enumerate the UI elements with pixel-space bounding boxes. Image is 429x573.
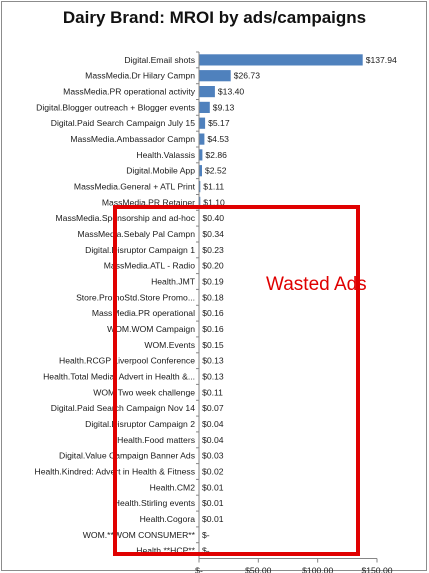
data-label: $0.13 [202,372,224,382]
data-label: $0.23 [202,245,224,255]
data-label: $0.02 [202,467,224,477]
category-label: Digital.Paid Search Campaign Nov 14 [51,403,195,413]
category-label: MassMedia.ATL - Radio [104,261,195,271]
data-label: $0.20 [202,261,224,271]
data-label: $0.04 [202,435,224,445]
data-label: $26.73 [234,71,261,81]
category-label: MassMedia.Sponsorship and ad-hoc [56,213,196,223]
category-label: WOM.Events [144,340,195,350]
category-label: MassMedia.Ambassador Campn [70,134,195,144]
data-label: $2.86 [205,150,227,160]
category-label: Health.Food matters [117,435,195,445]
category-label: Health.**HCP** [136,546,195,556]
data-label: $0.01 [202,514,224,524]
data-label: $0.40 [203,213,225,223]
bar [199,196,201,208]
category-label: Health.Cogora [140,514,196,524]
data-label: $0.01 [202,482,224,492]
data-label: $0.34 [202,229,224,239]
category-label: MassMedia.PR Retainer [102,197,195,207]
category-label: MassMedia.Dr Hilary Campn [85,71,195,81]
bar [199,133,205,145]
data-label: $9.13 [213,102,235,112]
category-label: Health.Stirling events [114,498,195,508]
category-label: MassMedia.Sebaly Pal Campn [77,229,195,239]
category-label: Digital.Email shots [124,55,195,65]
category-label: Health.Total Media: Advert in Health &..… [43,372,195,382]
x-tick-label: $150.00 [361,566,392,573]
data-label: $0.16 [202,324,224,334]
bar [199,165,202,177]
category-label: Digital.Paid Search Campaign July 15 [51,118,195,128]
data-label: $0.01 [202,498,224,508]
category-label: Health.RCGP Liverpool Conference [59,356,195,366]
category-label: Digital.Value Campaign Banner Ads [59,451,195,461]
category-label: MassMedia.PR operational [92,308,195,318]
category-label: Digital.Blogger outreach + Blogger event… [36,102,195,112]
data-label: $0.16 [202,308,224,318]
annotation-text: Wasted Ads [266,274,367,295]
annotation-box [113,205,360,556]
category-label: Store.PromoStd.Store Promo... [76,292,195,302]
data-label: $137.94 [366,55,397,65]
category-label: Digital.Disruptor Campaign 1 [85,245,195,255]
category-label: WOM.WOM Campaign [107,324,195,334]
category-label: WOM.**WOM CONSUMER** [83,530,196,540]
bar [199,181,201,193]
x-tick-label: $100.00 [302,566,333,573]
data-label: $0.15 [202,340,224,350]
x-tick-label: $- [195,566,203,573]
data-label: $4.53 [207,134,229,144]
category-label: Digital.Disruptor Campaign 2 [85,419,195,429]
data-label: $0.03 [202,451,224,461]
x-tick-label: $50.00 [245,566,272,573]
chart-title: Dairy Brand: MROI by ads/campaigns [62,8,367,27]
data-label: $- [202,546,210,556]
data-label: $13.40 [218,87,245,97]
data-label: $1.11 [203,182,224,192]
bar [199,149,203,161]
category-label: MassMedia.General + ATL Print [74,182,196,192]
data-label: $0.07 [202,403,224,413]
data-label: $0.04 [202,419,224,429]
category-label: Digital.Mobile App [126,166,195,176]
data-label: $0.11 [202,387,223,397]
bar [199,54,363,66]
bar [199,70,231,82]
bar [199,101,210,113]
data-label: $0.19 [202,277,224,287]
category-label: Health.Valassis [136,150,195,160]
data-label: $- [202,530,210,540]
data-label: $5.17 [208,118,230,128]
data-label: $0.18 [202,292,224,302]
data-label: $0.13 [202,356,224,366]
category-label: Health.JMT [151,277,196,287]
data-label: $2.52 [205,166,227,176]
data-label: $1.10 [203,197,225,207]
bar [199,86,215,98]
bar [199,117,206,129]
category-label: Health.CM2 [150,482,196,492]
category-label: MassMedia.PR operational activity [63,87,196,97]
category-label: WOM.Two week challenge [93,387,195,397]
